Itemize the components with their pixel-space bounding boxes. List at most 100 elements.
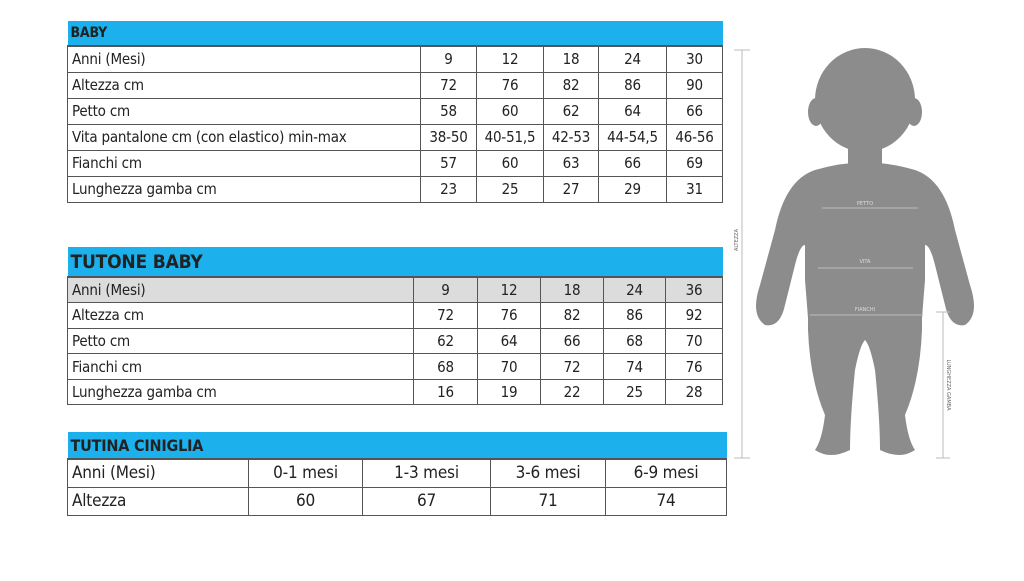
table-cell: 70 — [477, 353, 541, 380]
table-cell: 72 — [413, 302, 478, 329]
table-row: Petto cm 62 64 66 68 70 — [67, 327, 723, 355]
table-cell: 74 — [603, 353, 666, 380]
baby-silhouette-figure: PETTO VITA FIANCHI ALTEZZA LUNGHEZZA GAM… — [734, 48, 974, 459]
row-label: Altezza — [67, 486, 249, 516]
row-label: Fianchi cm — [67, 149, 421, 177]
table-cell: 24 — [603, 276, 666, 304]
table-row: Fianchi cm 68 70 72 74 76 — [67, 353, 723, 380]
table-cell: 90 — [665, 71, 724, 99]
baby-silhouette-icon — [756, 48, 974, 455]
tutina-ciniglia-size-table: TUTINA CINIGLIA Anni (Mesi) 0-1 mesi 1-3 me… — [67, 432, 728, 516]
table-row: Altezza 60 67 71 74 — [67, 486, 728, 516]
table-cell: 60 — [476, 149, 544, 177]
table-cell: 9 — [420, 45, 477, 73]
table-cell: 57 — [420, 149, 477, 177]
table-cell: 82 — [543, 71, 599, 99]
table-cell: 86 — [603, 302, 666, 329]
table-cell: 60 — [476, 97, 544, 125]
table-title: BABY — [67, 21, 723, 47]
table-cell: 24 — [598, 45, 667, 73]
table-cell: 64 — [477, 327, 541, 355]
table-cell: 9 — [413, 276, 478, 304]
table-cell: 66 — [665, 97, 724, 125]
table-cell: 67 — [362, 486, 491, 516]
row-label: Anni (Mesi) — [67, 276, 414, 304]
table-cell: 25 — [476, 175, 544, 203]
table-cell: 72 — [420, 71, 477, 99]
table-cell: 0-1 mesi — [248, 458, 363, 488]
table-cell: 23 — [420, 175, 477, 203]
table-cell: 12 — [476, 45, 544, 73]
table-cell: 64 — [598, 97, 667, 125]
table-title: TUTONE BABY — [67, 247, 723, 278]
table-cell: 40-51,5 — [476, 123, 544, 151]
table-title: TUTINA CINIGLIA — [67, 432, 727, 460]
table-cell: 58 — [420, 97, 477, 125]
row-label: Lunghezza gamba cm — [67, 378, 414, 406]
table-cell: 22 — [540, 378, 604, 406]
table-cell: 1-3 mesi — [362, 458, 491, 488]
row-label: Vita pantalone cm (con elastico) min-max — [67, 123, 421, 151]
row-label: Lunghezza gamba cm — [67, 175, 421, 203]
table-cell: 3-6 mesi — [490, 458, 606, 488]
gamba-label: LUNGHEZZA GAMBA — [945, 359, 951, 411]
table-cell: 92 — [665, 302, 723, 329]
table-cell: 86 — [598, 71, 667, 99]
table-cell: 29 — [598, 175, 667, 203]
table-cell: 60 — [248, 486, 363, 516]
table-row: Anni (Mesi) 9 12 18 24 36 — [67, 276, 723, 304]
table-cell: 44-54,5 — [598, 123, 667, 151]
table-cell: 63 — [543, 149, 599, 177]
table-cell: 70 — [665, 327, 723, 355]
table-cell: 38-50 — [420, 123, 477, 151]
table-cell: 68 — [603, 327, 666, 355]
row-label: Altezza cm — [67, 302, 414, 329]
table-row: Anni (Mesi) 0-1 mesi 1-3 mesi 3-6 mesi 6-9 m… — [67, 458, 728, 488]
table-cell: 12 — [477, 276, 541, 304]
row-label: Fianchi cm — [67, 353, 414, 380]
row-label: Petto cm — [67, 327, 414, 355]
petto-label: PETTO — [857, 201, 873, 207]
table-row: Altezza cm 72 76 82 86 92 — [67, 302, 723, 329]
table-row: Petto cm 58 60 62 64 66 — [67, 97, 724, 125]
baby-size-table: BABY Anni (Mesi) 9 12 18 24 30 Altezza cm 72 76 82… — [67, 21, 724, 203]
table-cell: 31 — [665, 175, 724, 203]
table-cell: 66 — [540, 327, 604, 355]
row-label: Altezza cm — [67, 71, 421, 99]
table-row: Lunghezza gamba cm 23 25 27 29 31 — [67, 175, 724, 203]
table-cell: 25 — [603, 378, 666, 406]
table-row: Altezza cm 72 76 82 86 90 — [67, 71, 724, 99]
table-cell: 27 — [543, 175, 599, 203]
table-cell: 42-53 — [543, 123, 599, 151]
fianchi-label: FIANCHI — [855, 307, 875, 313]
tutone-baby-size-table: TUTONE BABY Anni (Mesi) 9 12 18 24 36 Altezza c… — [67, 247, 723, 406]
table-cell: 30 — [665, 45, 724, 73]
table-cell: 76 — [476, 71, 544, 99]
table-cell: 36 — [665, 276, 723, 304]
table-row: Vita pantalone cm (con elastico) min-max… — [67, 123, 724, 151]
table-cell: 62 — [413, 327, 478, 355]
table-cell: 82 — [540, 302, 604, 329]
table-cell: 69 — [665, 149, 724, 177]
table-cell: 19 — [477, 378, 541, 406]
table-cell: 68 — [413, 353, 478, 380]
table-cell: 46-56 — [665, 123, 724, 151]
table-row: Lunghezza gamba cm 16 19 22 25 28 — [67, 378, 723, 406]
table-cell: 71 — [490, 486, 606, 516]
table-cell: 76 — [665, 353, 723, 380]
row-label: Anni (Mesi) — [67, 45, 421, 73]
row-label: Petto cm — [67, 97, 421, 125]
table-cell: 76 — [477, 302, 541, 329]
table-row: Anni (Mesi) 9 12 18 24 30 — [67, 45, 724, 73]
table-cell: 74 — [604, 486, 728, 516]
row-label: Anni (Mesi) — [67, 458, 249, 488]
table-cell: 72 — [540, 353, 604, 380]
table-cell: 6-9 mesi — [604, 458, 728, 488]
altezza-label: ALTEZZA — [734, 228, 740, 251]
table-cell: 66 — [598, 149, 667, 177]
vita-label: VITA — [860, 259, 872, 265]
table-cell: 18 — [543, 45, 599, 73]
table-row: Fianchi cm 57 60 63 66 69 — [67, 149, 724, 177]
table-cell: 18 — [540, 276, 604, 304]
table-cell: 16 — [413, 378, 478, 406]
